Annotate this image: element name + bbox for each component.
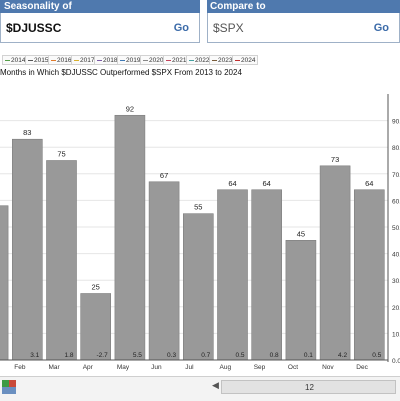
- bar: [217, 189, 248, 361]
- x-tick-label: Mar: [49, 364, 61, 371]
- compare-label: Compare to: [207, 0, 400, 13]
- y-tick-label: 90.0: [392, 119, 400, 126]
- y-tick-label: 10.0: [392, 331, 400, 338]
- data-label: 64: [365, 179, 373, 188]
- chart-navigator: ◀ 12: [0, 376, 400, 401]
- year-label: 2017: [80, 57, 95, 64]
- avg-change-label: 0.3: [167, 352, 176, 359]
- year-swatch-icon: [28, 59, 33, 61]
- bar: [0, 205, 9, 361]
- y-tick-label: 70.0: [392, 172, 400, 179]
- year-label: 2016: [57, 57, 72, 64]
- chart-scrollbar[interactable]: 12: [221, 380, 396, 394]
- avg-change-label: 1.8: [64, 352, 73, 359]
- data-label: 64: [263, 179, 271, 188]
- y-tick-label: 50.0: [392, 225, 400, 232]
- y-tick-label: 80.0: [392, 145, 400, 152]
- x-tick-label: Dec: [356, 364, 368, 371]
- x-tick-label: Jul: [185, 364, 194, 371]
- year-label: 2022: [195, 57, 210, 64]
- year-label: 2021: [172, 57, 187, 64]
- bar: [251, 189, 282, 361]
- avg-change-label: 0.5: [372, 352, 381, 359]
- year-label: 2015: [34, 57, 49, 64]
- seasonality-go-button[interactable]: Go: [173, 22, 189, 34]
- year-swatch-icon: [166, 59, 171, 61]
- x-tick-label: Aug: [220, 364, 232, 371]
- year-label: 2019: [126, 57, 141, 64]
- data-label: 67: [160, 171, 168, 180]
- avg-change-label: 4.2: [338, 352, 347, 359]
- year-swatch-icon: [51, 59, 56, 61]
- year-swatch-icon: [235, 59, 240, 61]
- y-tick-label: 30.0: [392, 278, 400, 285]
- x-tick-label: Apr: [83, 364, 94, 371]
- seasonality-panel: Seasonality of Go: [0, 0, 200, 50]
- year-swatch-icon: [212, 59, 217, 61]
- avg-change-label: 3.1: [30, 352, 39, 359]
- x-tick-label: Nov: [322, 364, 334, 371]
- y-tick-label: 20.0: [392, 305, 400, 312]
- year-swatch-icon: [120, 59, 125, 61]
- data-label: 45: [297, 229, 305, 238]
- avg-change-label: -2.7: [96, 352, 108, 359]
- avg-change-label: 0.7: [201, 352, 210, 359]
- zoom-icon[interactable]: [2, 380, 16, 394]
- data-label: 83: [23, 128, 31, 137]
- year-swatch-icon: [74, 59, 79, 61]
- x-tick-label: May: [117, 364, 130, 371]
- bar: [80, 293, 111, 361]
- year-label: 2024: [241, 57, 256, 64]
- data-label: 25: [92, 283, 100, 292]
- x-tick-label: Feb: [14, 364, 26, 371]
- year-swatch-icon: [5, 59, 10, 61]
- y-tick-label: 60.0: [392, 198, 400, 205]
- year-swatch-icon: [189, 59, 194, 61]
- y-tick-label: 0.0: [392, 358, 400, 365]
- compare-input[interactable]: [213, 19, 363, 37]
- bar: [353, 189, 385, 361]
- compare-field: Go: [207, 13, 400, 43]
- data-label: 55: [194, 203, 202, 212]
- year-label: 2014: [11, 57, 26, 64]
- avg-change-label: 5.5: [133, 352, 142, 359]
- seasonality-field: Go: [0, 13, 200, 43]
- bar: [285, 240, 317, 361]
- year-label: 2018: [103, 57, 118, 64]
- data-label: 64: [228, 179, 236, 188]
- seasonality-input[interactable]: [6, 19, 156, 37]
- data-label: 73: [331, 155, 339, 164]
- year-toggle-2024[interactable]: 2024: [232, 55, 259, 65]
- bar: [46, 160, 77, 361]
- year-swatch-icon: [143, 59, 148, 61]
- seasonality-label: Seasonality of: [0, 0, 200, 13]
- avg-change-label: 0.1: [304, 352, 313, 359]
- year-swatch-icon: [97, 59, 102, 61]
- scroll-left-arrow-icon[interactable]: ◀: [212, 380, 219, 390]
- x-tick-label: Sep: [254, 364, 266, 371]
- bar: [148, 181, 180, 361]
- data-label: 75: [57, 150, 65, 159]
- bar: [114, 114, 146, 361]
- chart-title: Months in Which $DJUSSC Outperformed $SP…: [0, 68, 242, 77]
- compare-go-button[interactable]: Go: [373, 22, 389, 34]
- avg-change-label: 0.8: [270, 352, 279, 359]
- scrollbar-value: 12: [305, 383, 314, 392]
- compare-panel: Compare to Go: [207, 0, 400, 50]
- seasonality-bar-chart: 0.0 10.0 20.0 30.0 40.0 50.0 60.0 70.0 80.0 90.0 8…: [0, 94, 400, 371]
- x-tick-label: Oct: [288, 364, 298, 371]
- header-bar: Seasonality of Go Compare to Go: [0, 0, 400, 54]
- year-label: 2023: [218, 57, 233, 64]
- bar: [183, 213, 214, 361]
- avg-change-label: 0.5: [235, 352, 244, 359]
- bar: [319, 165, 351, 361]
- x-tick-label: Jun: [151, 364, 162, 371]
- y-tick-label: 40.0: [392, 252, 400, 259]
- data-label: 92: [126, 104, 134, 113]
- year-label: 2020: [149, 57, 164, 64]
- bar: [12, 138, 43, 361]
- year-legend: 2014 2015 2016 2017 2018 2019 2020 2021 2022 2023…: [0, 54, 400, 66]
